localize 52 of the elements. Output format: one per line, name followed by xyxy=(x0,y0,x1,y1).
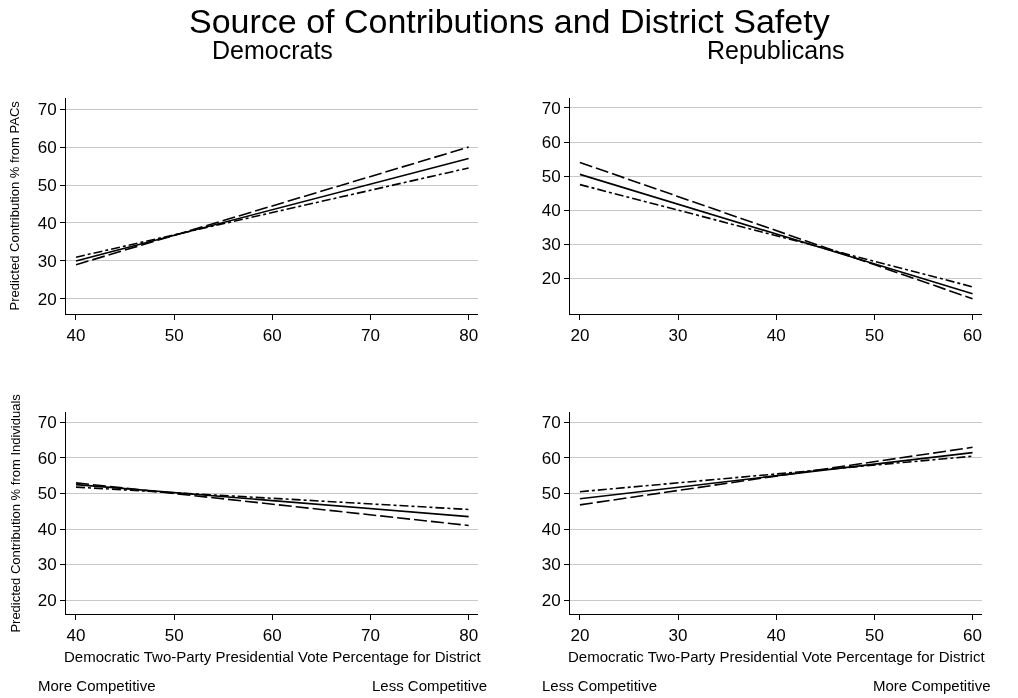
x-tick-label: 60 xyxy=(963,625,983,645)
y-tick-label: 20 xyxy=(37,289,57,309)
x-tick-label: 80 xyxy=(459,625,479,645)
y-tick-label: 20 xyxy=(541,269,561,289)
text: Less Competitive xyxy=(372,677,488,694)
x-axis-title: Democratic Two-Party Presidential Vote Percentage for District xyxy=(568,648,986,665)
x-tick-label: 40 xyxy=(766,625,786,645)
x-tick-label: 60 xyxy=(262,625,282,645)
x-tick-label: 70 xyxy=(361,625,380,645)
x-axis-title: Democratic Two-Party Presidential Vote Percentage for District xyxy=(64,648,482,665)
x-tick-label: 50 xyxy=(864,325,884,345)
y-tick-label: 70 xyxy=(541,98,561,118)
text: More Competitive xyxy=(38,677,156,694)
y-tick-label: 50 xyxy=(541,167,561,187)
x-tick-label: 20 xyxy=(570,625,590,645)
y-tick-label: 60 xyxy=(37,138,57,158)
y-tick-label: 60 xyxy=(541,448,561,468)
y-tick-label: 30 xyxy=(37,251,57,271)
y-tick-label: 20 xyxy=(541,590,561,610)
y-tick-label: 50 xyxy=(37,484,57,504)
x-tick-label: 60 xyxy=(262,325,282,345)
y-axis-title: Predicted Contribution % from PACs xyxy=(6,100,22,311)
x-tick-label: 40 xyxy=(66,325,86,345)
y-tick-label: 30 xyxy=(37,555,57,575)
y-tick-label: 40 xyxy=(37,213,57,233)
x-tick-label: 30 xyxy=(668,625,688,645)
text: More Competitive xyxy=(873,677,991,694)
x-tick-label: 80 xyxy=(459,325,479,345)
x-tick-label: 60 xyxy=(963,325,983,345)
y-tick-label: 20 xyxy=(37,590,57,610)
y-tick-label: 60 xyxy=(541,132,561,152)
y-tick-label: 70 xyxy=(37,413,57,433)
x-tick-label: 20 xyxy=(570,325,590,345)
x-tick-label: 40 xyxy=(66,625,86,645)
y-tick-label: 40 xyxy=(541,201,561,221)
y-tick-label: 50 xyxy=(37,175,57,195)
y-tick-label: 70 xyxy=(37,100,57,120)
y-tick-label: 30 xyxy=(541,235,561,255)
x-tick-label: 50 xyxy=(164,625,184,645)
x-tick-label: 50 xyxy=(864,625,884,645)
y-tick-label: 60 xyxy=(37,448,57,468)
y-tick-label: 40 xyxy=(37,519,57,539)
y-tick-label: 30 xyxy=(541,555,561,575)
y-tick-label: 70 xyxy=(541,413,561,433)
x-tick-label: 30 xyxy=(668,325,688,345)
y-axis-title: Predicted Contribution % from Individuals xyxy=(7,393,23,633)
x-tick-label: 40 xyxy=(766,325,786,345)
text: Less Competitive xyxy=(542,677,658,694)
x-tick-label: 50 xyxy=(164,325,184,345)
y-tick-label: 50 xyxy=(541,484,561,504)
x-tick-label: 70 xyxy=(361,325,380,345)
y-tick-label: 40 xyxy=(541,519,561,539)
